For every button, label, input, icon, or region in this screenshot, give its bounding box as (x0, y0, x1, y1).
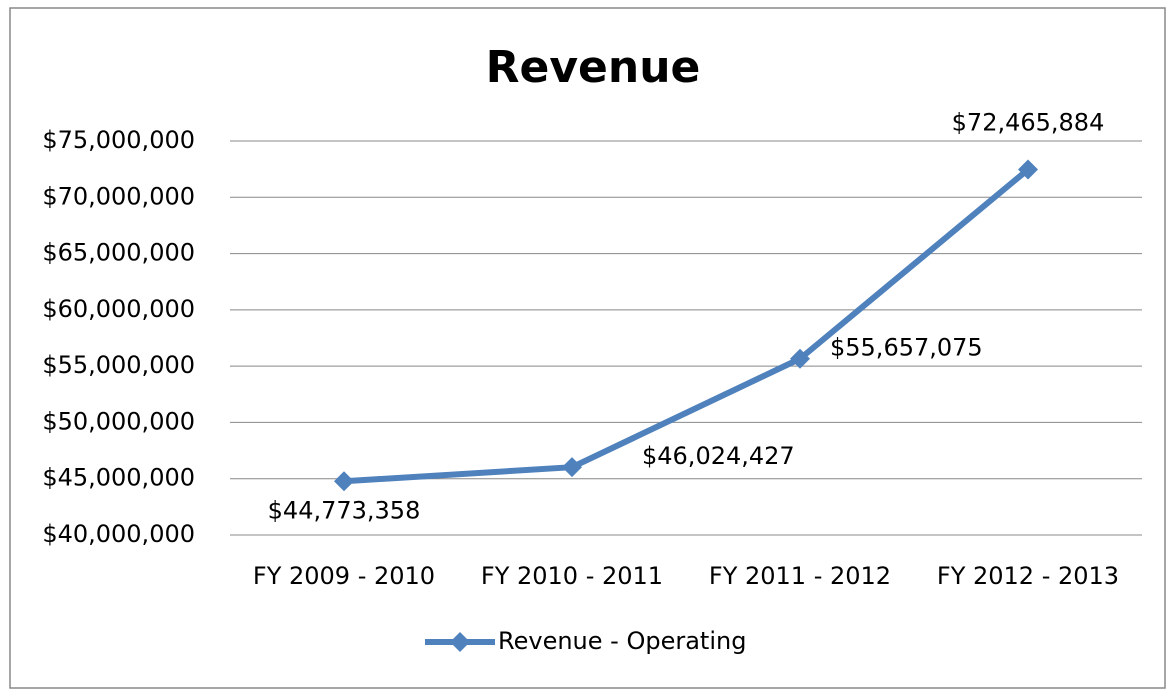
marker (334, 471, 354, 492)
data-label: $72,465,884 (952, 109, 1105, 137)
y-tick-label: $65,000,000 (42, 239, 195, 267)
marker (790, 348, 810, 369)
x-tick-label: FY 2010 - 2011 (481, 562, 663, 590)
chart-border (9, 7, 1166, 689)
x-tick-label: FY 2011 - 2012 (709, 562, 891, 590)
marker (562, 457, 582, 478)
data-label: $55,657,075 (830, 334, 983, 362)
x-tick-label: FY 2012 - 2013 (937, 562, 1119, 590)
y-tick-label: $55,000,000 (42, 351, 195, 379)
y-tick-label: $45,000,000 (42, 464, 195, 492)
y-tick-label: $75,000,000 (42, 126, 195, 154)
legend-marker (450, 632, 470, 652)
y-tick-label: $70,000,000 (42, 182, 195, 210)
y-tick-label: $50,000,000 (42, 407, 195, 435)
chart-title: Revenue (486, 42, 701, 93)
y-tick-label: $60,000,000 (42, 295, 195, 323)
series-line (343, 167, 1030, 485)
data-label: $46,024,427 (642, 442, 795, 470)
data-label: $44,773,358 (268, 496, 421, 524)
marker (1018, 159, 1038, 180)
y-tick-label: $40,000,000 (42, 520, 195, 548)
legend-label: Revenue - Operating (498, 627, 746, 655)
x-tick-label: FY 2009 - 2010 (253, 562, 435, 590)
